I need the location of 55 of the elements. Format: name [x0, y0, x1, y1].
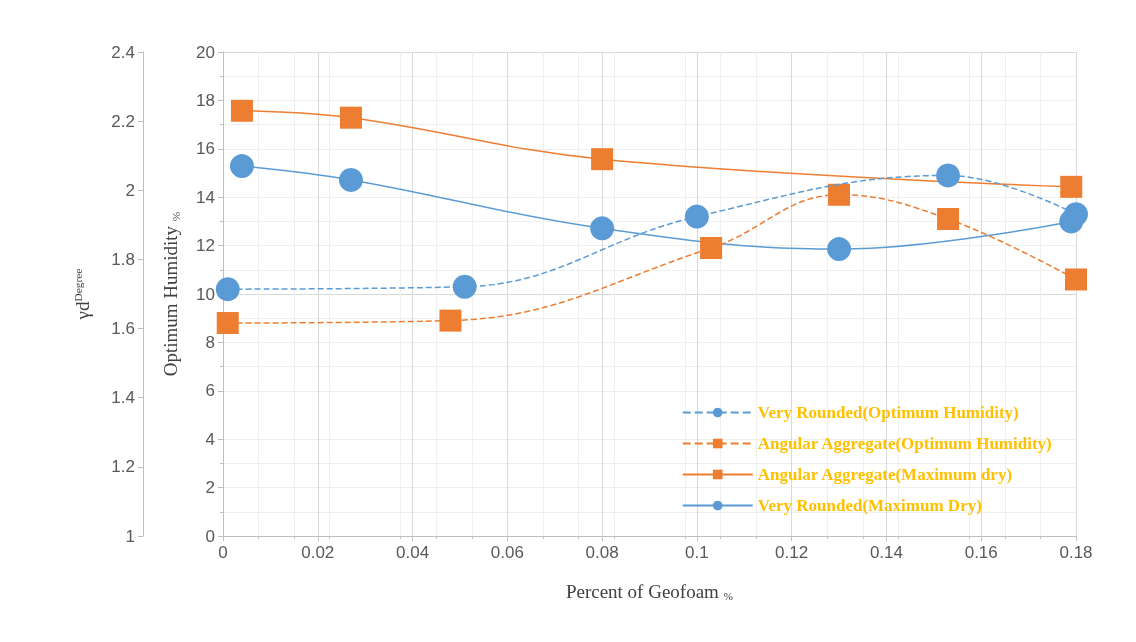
x-axis-title: Percent of Geofoam % [565, 580, 734, 602]
x-tick-label: 0.08 [585, 543, 619, 562]
y-tick-label: 12 [196, 236, 215, 256]
y2-tick-label: 1.4 [111, 388, 135, 408]
y-tick-label: 8 [205, 332, 215, 352]
legend-label: Very Rounded(Optimum Humidity) [757, 403, 1019, 422]
point [215, 277, 240, 302]
x-tick-label: 0.04 [396, 543, 430, 562]
y-tick-label: 4 [205, 429, 215, 449]
point [827, 237, 852, 262]
legend-label: Very Rounded(Maximum Dry) [757, 496, 982, 515]
legend-label: Angular Aggregate(Maximum dry) [757, 465, 1013, 484]
y2-tick-label: 1.8 [111, 249, 135, 269]
y2-tick-label: 2.2 [111, 111, 135, 131]
y-tick-label: 0 [205, 526, 215, 546]
point [937, 207, 960, 230]
point [684, 204, 709, 229]
point [1065, 268, 1087, 291]
x-tick-label: 0 [218, 543, 228, 562]
y-tick-label: 18 [196, 90, 215, 110]
point [1064, 202, 1088, 227]
point [229, 154, 254, 179]
y2-tick-label: 2.4 [111, 42, 135, 62]
y-tick-label: 6 [205, 381, 215, 401]
x-tick-label: 0.12 [775, 543, 809, 562]
x-tick-label: 0.18 [1059, 543, 1093, 562]
point [339, 106, 362, 129]
y-tick-label: 14 [196, 187, 215, 207]
y-tick-label: 16 [196, 139, 215, 159]
x-tick-label: 0.02 [301, 543, 335, 562]
point [936, 163, 961, 188]
point [828, 183, 851, 206]
y2-axis-title: γdDegree [72, 268, 94, 321]
x-tick-label: 0.16 [964, 543, 998, 562]
legend-label: Angular Aggregate(Optimum Humidity) [757, 434, 1052, 453]
y-tick-label: 20 [196, 42, 215, 62]
point [591, 148, 614, 171]
point [439, 309, 462, 332]
point [452, 274, 477, 299]
point [590, 216, 615, 241]
y2-tick-label: 1 [125, 526, 135, 546]
y2-tick-label: 1.6 [111, 319, 135, 339]
x-tick-label: 0.14 [869, 543, 903, 562]
point [700, 237, 723, 260]
y-tick-label: 10 [196, 284, 215, 304]
point [230, 99, 253, 122]
x-tick-label: 0.06 [490, 543, 524, 562]
point [216, 312, 239, 335]
y2-tick-label: 1.2 [111, 457, 135, 477]
y-tick-label: 2 [205, 478, 215, 498]
x-tick-label: 0.1 [685, 543, 709, 562]
point [338, 167, 363, 192]
point [1060, 175, 1083, 198]
y-axis-title: Optimum Humidity % [160, 211, 182, 377]
y2-tick-label: 2 [125, 180, 135, 200]
